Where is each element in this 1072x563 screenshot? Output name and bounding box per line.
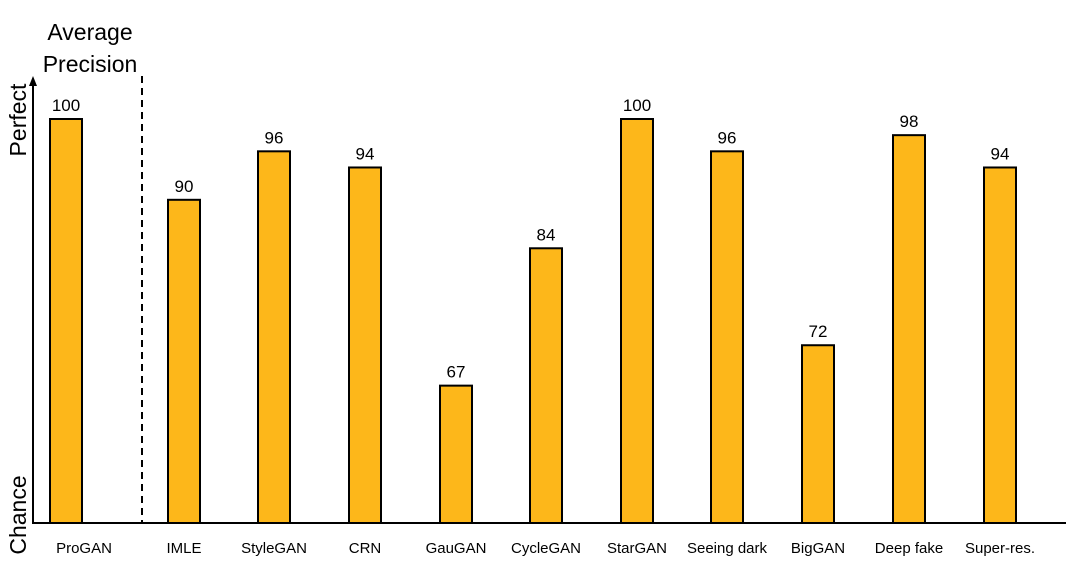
y-axis-arrow — [29, 76, 37, 86]
y-axis-bottom-label: Chance — [5, 475, 31, 554]
category-label: CycleGAN — [511, 540, 581, 557]
value-label: 96 — [265, 128, 284, 147]
bar-stargan — [620, 118, 654, 524]
category-label: ProGAN — [56, 540, 112, 557]
bars-group: 100 ProGAN 90 IMLE 96 StyleGAN 94 CRN 67 GauGAN 84… — [49, 96, 1035, 557]
category-label: Super-res. — [965, 540, 1035, 557]
bar-progan — [49, 118, 83, 524]
bar-stylegan — [257, 150, 291, 524]
value-label: 98 — [900, 112, 919, 131]
ylabel-line-2: Precision — [43, 51, 138, 77]
category-label: IMLE — [166, 540, 201, 557]
ylabel-line-1: Average — [47, 19, 132, 45]
bar-seeing-dark — [710, 150, 744, 524]
value-label: 94 — [356, 144, 375, 163]
category-label: CRN — [349, 540, 382, 557]
value-label: 90 — [175, 177, 194, 196]
bar-biggan — [801, 344, 835, 524]
value-label: 100 — [52, 96, 80, 115]
category-label: Seeing dark — [687, 540, 768, 557]
value-label: 84 — [537, 225, 556, 244]
value-label: 96 — [718, 128, 737, 147]
category-label: StarGAN — [607, 540, 667, 557]
value-label: 94 — [991, 144, 1010, 163]
category-label: Deep fake — [875, 540, 943, 557]
bar-super-res — [983, 166, 1017, 524]
value-label: 100 — [623, 96, 651, 115]
bar-deep-fake — [892, 134, 926, 524]
value-label: 72 — [809, 322, 828, 341]
y-axis-top-label: Perfect — [5, 83, 31, 156]
value-label: 67 — [447, 363, 466, 382]
bar-imle — [167, 198, 201, 525]
category-label: GauGAN — [426, 540, 487, 557]
bar-cyclegan — [529, 247, 563, 524]
bar-crn — [348, 166, 382, 524]
category-label: StyleGAN — [241, 540, 307, 557]
category-label: BigGAN — [791, 540, 845, 557]
bar-gaugan — [439, 384, 473, 525]
